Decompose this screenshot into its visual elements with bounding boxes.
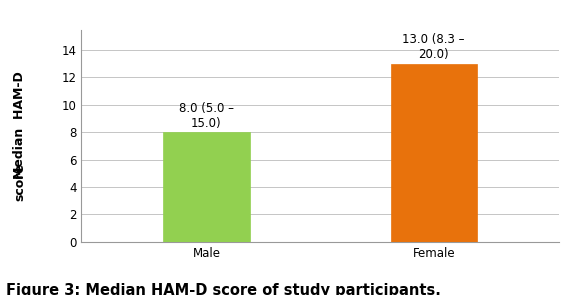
Bar <box>391 64 477 242</box>
Bar <box>164 132 250 242</box>
Text: 13.0 (8.3 –
20.0): 13.0 (8.3 – 20.0) <box>403 33 465 61</box>
Text: Figure 3: Median HAM-D score of study participants.: Figure 3: Median HAM-D score of study pa… <box>6 283 441 295</box>
Text: 8.0 (5.0 –
15.0): 8.0 (5.0 – 15.0) <box>179 101 234 130</box>
Text: Median  HAM-D: Median HAM-D <box>13 71 26 179</box>
Text: score: score <box>13 163 26 201</box>
